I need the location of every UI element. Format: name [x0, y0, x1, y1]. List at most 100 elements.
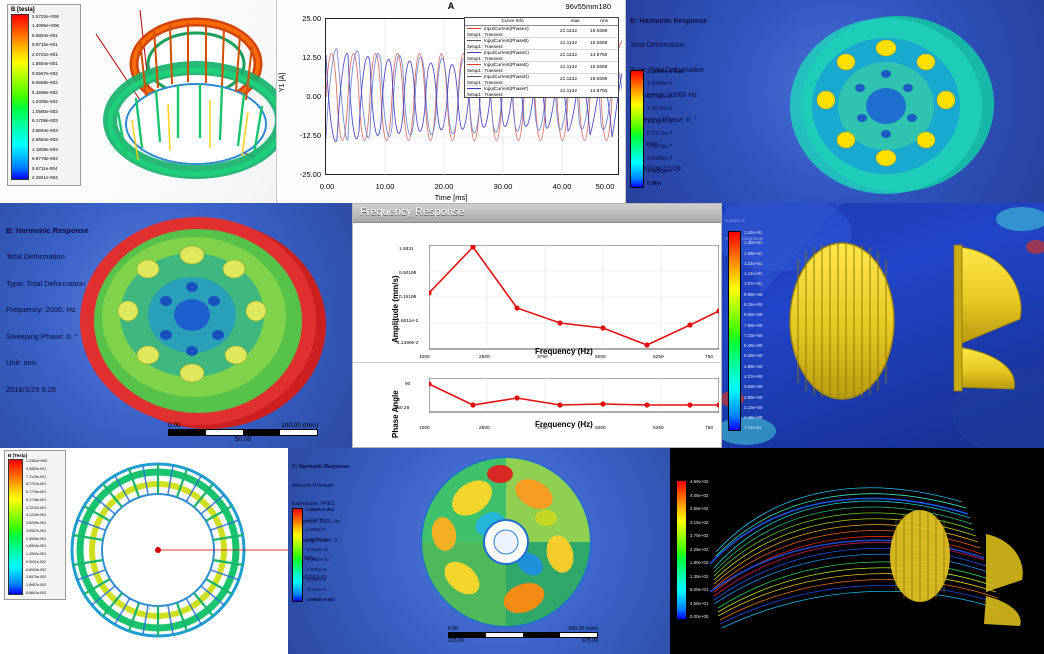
legend-value: 1.80e+02	[690, 560, 709, 566]
header-line: Frequency: 2000. Hz	[292, 519, 341, 526]
panel-harmonic-response-10000hz: B: Harmonic Response Total Deformation T…	[626, 0, 1044, 203]
legend-value: 7.7124e-001	[26, 474, 47, 479]
phase-y-label: Phase Angle	[391, 390, 400, 438]
color-bar	[676, 480, 687, 620]
curve-info-table: Curve Info max rms InputCurrent(PhaseA) …	[464, 17, 619, 98]
legend-value: 3.0907e-001	[26, 528, 47, 533]
y-tick: 4.6011e-2	[397, 319, 419, 324]
x-tick: 2500	[479, 355, 490, 360]
magnetic-flux-model	[95, 9, 276, 179]
th-curve-info: Curve Info	[501, 19, 524, 24]
curve-name: InputCurrent(PhaseF)	[484, 86, 529, 91]
panel-magnetic-flux-3d: B [tesla] 2.5702e+000 1.4095e+000 8.6854…	[0, 0, 276, 203]
curve-setup: Setup1 : Transient	[467, 44, 503, 49]
legend-value: -3.1201e-9	[306, 586, 327, 592]
x-tick: 0.00	[319, 182, 335, 191]
header-line: Expression: PRES	[292, 501, 335, 507]
scale-endpoints: 0.00 100.00 (mm)	[168, 422, 318, 429]
color-bar	[11, 14, 29, 180]
y-tick: -25.00	[299, 170, 321, 179]
header-line: Sweeping Phase: 0. °	[292, 537, 342, 544]
legend-value: 9.00e+01	[690, 587, 709, 593]
legend-value: 7.85e+00	[744, 322, 763, 328]
curve-cell: InputCurrent(PhaseA) Setup1 : Transient	[465, 26, 560, 37]
particle-id-legend: 4.50e+02 4.05e+02 3.60e+02 3.15e+02 2.70…	[676, 479, 709, 620]
y-tick: 0.15198	[399, 295, 417, 300]
amplitude-x-label: Frequency (Hz)	[535, 347, 593, 356]
legend-value: 1.42e+01	[744, 230, 763, 235]
legend-value: 2.19e+00	[744, 404, 763, 410]
window-title-bar[interactable]: Frequency Response	[353, 204, 721, 223]
scale-mid-label: 50.00	[234, 436, 252, 443]
curve-max: 21.1132	[560, 53, 577, 58]
curve-name: InputCurrent(PhaseE)	[484, 62, 529, 67]
x-tick: 50.00	[595, 182, 615, 191]
legend-value: 1.6594e-001	[32, 61, 58, 67]
series-swatch-icon	[467, 64, 481, 66]
panel-frequency-response-window: Frequency Response Amplitude (mm/s) 1.68…	[352, 203, 722, 448]
header-line: Frequency: 2000. Hz	[6, 305, 76, 315]
header-line: B: Harmonic Response	[6, 225, 89, 235]
legend-value: 6.46e+00	[744, 343, 763, 349]
panel-harmonic-response-2000hz: B: Harmonic Response Total Deformation T…	[0, 203, 352, 448]
field-legend: B [Tesla] 1.2351e+000 9.0552e-001 7.7124…	[4, 450, 66, 600]
legend-value: 3.15e+02	[690, 519, 709, 525]
x-tick: 6250	[653, 355, 664, 360]
curve-rms: 15.0668	[590, 41, 608, 46]
scale-mid-left-label: 225.00	[448, 638, 464, 644]
y-tick: 25.00	[302, 14, 321, 23]
table-row: InputCurrent(PhaseC) Setup1 : Transient …	[465, 50, 618, 62]
legend-value: -5.4410e-11	[306, 546, 329, 552]
pathlines-model	[670, 448, 1044, 654]
series-swatch-icon	[467, 40, 481, 42]
legend-value: 2.0722e-001	[32, 51, 58, 57]
result-header: B: Harmonic Response Total Deformation T…	[6, 209, 89, 412]
x-tick: 1000	[419, 426, 430, 431]
header-line: Unit: mm	[6, 358, 36, 368]
scale-bar-graphic	[448, 632, 598, 638]
legend-value: 8.55e+00	[744, 312, 763, 318]
amplitude-chart: Amplitude (mm/s) 1.6831 0.50198 0.15198 …	[353, 223, 721, 363]
phase-plot	[429, 378, 719, 413]
curve-setup: Setup1 : Transient	[467, 32, 503, 37]
legend-value: 6.8993e-002	[26, 567, 47, 572]
legend-value: 5.1718e-001	[26, 497, 47, 502]
legend-value: 1.07e+01	[744, 281, 763, 287]
legend-values: 1.2351e+000 9.0552e-001 7.7124e-001 6.77…	[23, 459, 47, 595]
th-max: max	[570, 19, 580, 24]
legend-value: 1.2351e+000	[26, 459, 48, 463]
rotor-deformation-model	[80, 217, 326, 429]
plot-title: A	[447, 1, 455, 11]
y-tick: 0.50198	[399, 271, 417, 276]
y-tick: 0.00	[306, 92, 321, 101]
x-tick: 1000	[419, 355, 430, 360]
legend-value: 2.70e+02	[690, 533, 709, 539]
legend-value: -2.3407e-9	[306, 576, 327, 582]
x-tick: 5000	[595, 355, 606, 360]
header-line: Total Deformation	[630, 42, 685, 50]
series-swatch-icon	[467, 28, 481, 30]
legend-value: 2.4905e-001	[26, 536, 47, 541]
curve-setup: Setup1 : Transient	[467, 68, 503, 73]
legend-value: 5.7719e-001	[26, 490, 47, 494]
phase-x-label: Frequency (Hz)	[535, 420, 593, 429]
legend-value: -1.5781e-9	[306, 566, 327, 572]
y-tick: 1.1390e-2	[397, 341, 419, 346]
magnetic-flux-legend: B [tesla] 2.5702e+000 1.4095e+000 8.6854…	[7, 4, 81, 186]
window-title: Frequency Response	[360, 206, 465, 218]
legend-value: 1.35e+01	[744, 240, 763, 246]
legend-value: 1.28e+01	[744, 250, 763, 256]
curve-cell: InputCurrent(PhaseC) Setup1 : Transient	[465, 50, 560, 61]
x-tick: 3750	[537, 426, 548, 431]
scale-left-label: 0.00	[448, 626, 459, 632]
legend-value: 6.7721e-001	[26, 482, 47, 487]
x-tick: 750	[705, 355, 714, 360]
scale-bar: 0.00 100.00 (mm) 50.00	[168, 422, 318, 443]
amplitude-plot	[429, 245, 719, 350]
legend-value: -6.5357e-10	[306, 556, 329, 562]
table-row: InputCurrent(PhaseB) Setup1 : Transient …	[465, 38, 618, 50]
legend-value: 2.2941e-004	[32, 174, 58, 180]
legend-value: 0 Min	[647, 181, 662, 188]
scale-midpoints: 225.00 675.00	[448, 638, 598, 644]
curve-rms: 15.0606	[590, 29, 608, 34]
